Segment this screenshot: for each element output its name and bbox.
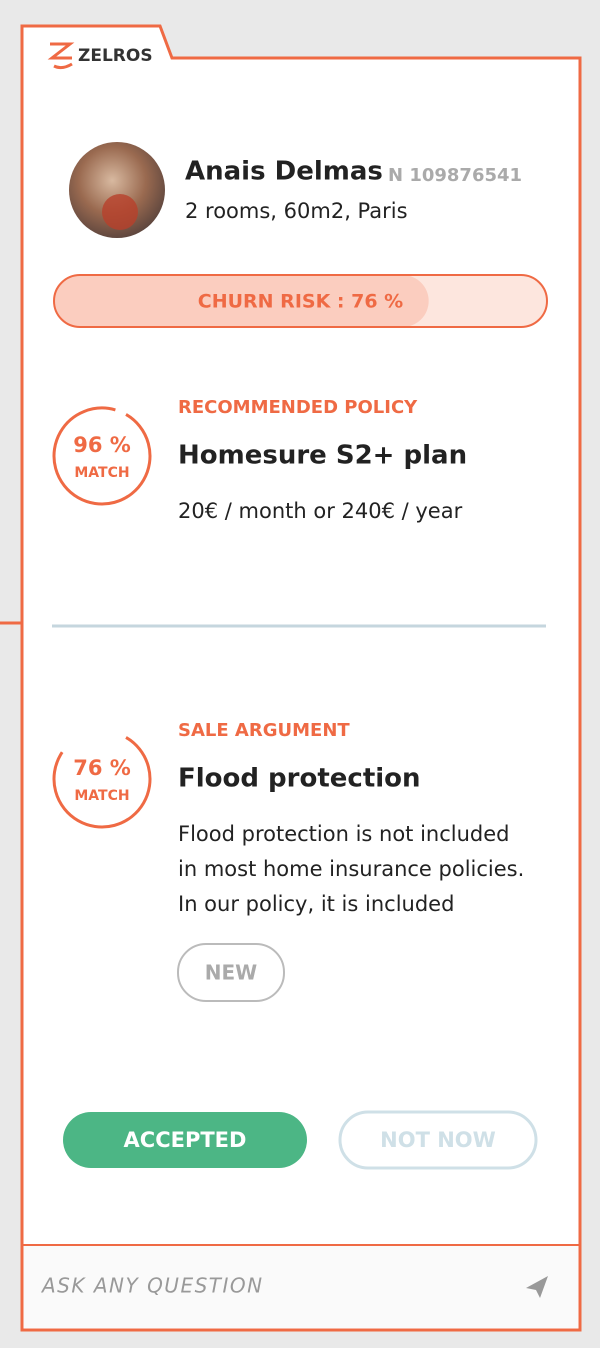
churn-label: CHURN RISK : 76 % bbox=[198, 291, 403, 313]
send-button[interactable] bbox=[526, 1276, 548, 1298]
match-ring bbox=[52, 406, 152, 506]
description: In our policy, it is included bbox=[178, 892, 454, 916]
description: 20€ / month or 240€ / year bbox=[178, 499, 463, 523]
kicker: RECOMMENDED POLICY bbox=[178, 397, 418, 418]
churn-fill bbox=[54, 275, 429, 327]
match-ring bbox=[52, 729, 152, 829]
input-placeholder: ASK ANY QUESTION bbox=[40, 1274, 264, 1298]
match-caption: MATCH bbox=[74, 788, 129, 804]
churn-bar: CHURN RISK : 76 % bbox=[53, 274, 548, 328]
customer-name: Anais Delmas bbox=[185, 157, 383, 187]
description: in most home insurance policies. bbox=[178, 857, 524, 881]
accept-label: ACCEPTED bbox=[124, 1128, 247, 1152]
title: Homesure S2+ plan bbox=[178, 441, 467, 471]
kicker: SALE ARGUMENT bbox=[178, 720, 350, 741]
match-value: 76 % bbox=[73, 756, 131, 780]
accept-button[interactable] bbox=[63, 1112, 307, 1168]
brand-logo bbox=[47, 42, 75, 70]
customer-id: N 109876541 bbox=[388, 165, 522, 186]
customer-details: 2 rooms, 60m2, Paris bbox=[185, 199, 408, 223]
title: Flood protection bbox=[178, 764, 421, 794]
decline-button[interactable] bbox=[338, 1110, 538, 1170]
match-caption: MATCH bbox=[74, 465, 129, 481]
churn-border bbox=[53, 274, 548, 328]
input-field[interactable] bbox=[24, 1246, 578, 1328]
recommendations: 96 % MATCH RECOMMENDED POLICY Homesure S2+ … bbox=[52, 397, 524, 1002]
card bbox=[20, 24, 582, 1332]
tag-label: NEW bbox=[205, 961, 257, 985]
match-value: 96 % bbox=[73, 433, 131, 457]
avatar bbox=[69, 142, 165, 238]
description: Flood protection is not included bbox=[178, 822, 510, 846]
decline-label: NOT NOW bbox=[380, 1128, 496, 1152]
tag bbox=[177, 943, 285, 1002]
brand-name: ZELROS bbox=[78, 46, 153, 66]
avatar-flowers bbox=[102, 194, 138, 230]
